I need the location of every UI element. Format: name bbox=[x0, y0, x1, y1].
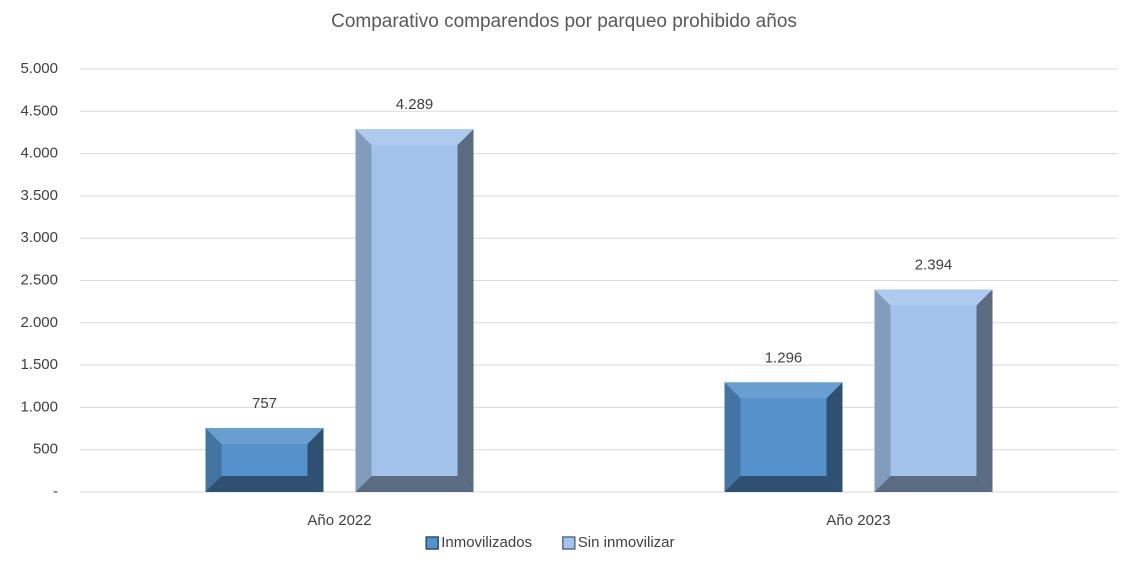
bar bbox=[355, 129, 474, 492]
bar-bevel bbox=[205, 476, 324, 492]
legend-label: Sin inmovilizar bbox=[578, 534, 675, 551]
bar-group bbox=[874, 289, 993, 492]
y-tick-label: 5.000 bbox=[20, 60, 58, 77]
bar-bevel bbox=[874, 289, 993, 306]
y-tick-label: 4.000 bbox=[20, 145, 58, 162]
bar-bevel bbox=[355, 476, 474, 492]
bar-bevel bbox=[724, 382, 843, 399]
bar bbox=[874, 289, 993, 492]
bar-bevel bbox=[355, 129, 474, 146]
y-tick-label: 1.000 bbox=[20, 398, 58, 415]
data-label: 4.289 bbox=[396, 96, 434, 113]
data-label: 2.394 bbox=[915, 256, 953, 273]
bar-bevel bbox=[724, 382, 741, 492]
y-tick-label: 3.000 bbox=[20, 229, 58, 246]
bar-bevel bbox=[826, 382, 843, 492]
bar-bevel bbox=[457, 129, 474, 492]
bar-bevel bbox=[874, 476, 993, 492]
y-tick-label: - bbox=[53, 483, 58, 500]
bar-bevel bbox=[205, 427, 222, 492]
legend-label: Inmovilizados bbox=[441, 534, 532, 551]
x-tick-label: Año 2022 bbox=[307, 512, 371, 529]
y-tick-label: 1.500 bbox=[20, 356, 58, 373]
y-tick-label: 4.500 bbox=[20, 102, 58, 119]
bar-bevel bbox=[205, 427, 324, 444]
y-tick-label: 2.500 bbox=[20, 271, 58, 288]
legend-swatch bbox=[425, 536, 439, 550]
bar bbox=[724, 382, 843, 492]
y-tick-label: 500 bbox=[33, 441, 58, 458]
chart-title: Comparativo comparendos por parqueo proh… bbox=[331, 11, 797, 32]
data-label: 757 bbox=[252, 395, 277, 412]
bar-bevel bbox=[355, 129, 372, 492]
bar-group bbox=[355, 129, 474, 492]
bar-bevel bbox=[307, 427, 324, 492]
bar-group bbox=[205, 427, 324, 492]
legend-swatch bbox=[562, 536, 576, 550]
x-tick-label: Año 2023 bbox=[826, 512, 890, 529]
y-tick-label: 3.500 bbox=[20, 187, 58, 204]
bar-bevel bbox=[874, 289, 891, 492]
data-label: 1.296 bbox=[765, 349, 803, 366]
bar-bevel bbox=[724, 476, 843, 492]
bar-group bbox=[724, 382, 843, 492]
y-tick-label: 2.000 bbox=[20, 314, 58, 331]
bar-bevel bbox=[976, 289, 993, 492]
